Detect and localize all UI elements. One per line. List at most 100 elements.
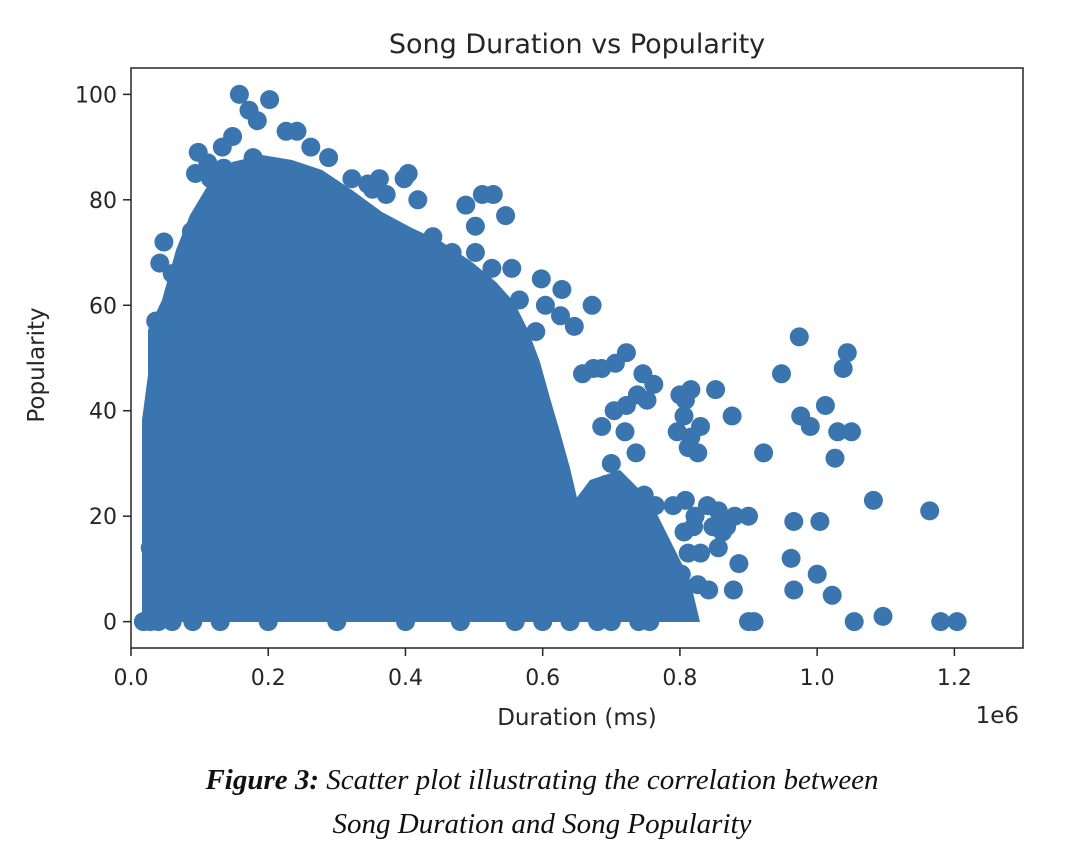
scatter-point (691, 417, 710, 436)
scatter-point (608, 517, 628, 537)
scatter-point (319, 148, 339, 168)
scatter-point (706, 380, 726, 400)
scatter-point (229, 84, 249, 104)
scatter-point (729, 554, 749, 574)
scatter-point (533, 612, 553, 632)
x-tick-label: 1.0 (800, 666, 835, 691)
scatter-point (456, 195, 476, 215)
scatter-point (214, 158, 234, 178)
scatter-point (186, 164, 205, 183)
scatter-point (931, 612, 951, 632)
scatter-point (465, 243, 485, 262)
scatter-point (637, 390, 657, 410)
x-axis: 0.0 0.2 0.4 0.6 0.8 1.0 1.2 (114, 648, 972, 691)
scatter-point (754, 443, 774, 463)
scatter-point (723, 580, 743, 600)
scatter-point (243, 148, 263, 168)
y-tick-label: 100 (75, 83, 117, 108)
scatter-point (526, 322, 546, 342)
scatter-point (342, 169, 362, 189)
scatter-point (675, 490, 695, 510)
x-offset-label: 1e6 (976, 703, 1019, 729)
scatter-point (638, 548, 658, 568)
scatter-point (144, 411, 164, 431)
scatter-point (150, 390, 170, 410)
scatter-point (644, 374, 664, 394)
y-axis: 0 20 40 60 80 100 (75, 83, 131, 636)
scatter-point (148, 612, 168, 632)
scatter-point (483, 185, 503, 204)
scatter-point (502, 258, 522, 278)
scatter-point (287, 121, 307, 141)
density-tail (560, 470, 700, 622)
scatter-point (643, 517, 662, 537)
scatter-point (546, 570, 566, 589)
scatter-point (674, 522, 694, 542)
scatter-point (619, 580, 639, 600)
scatter-point (596, 475, 616, 494)
caption-line-2: Song Duration and Song Popularity (332, 808, 752, 840)
scatter-point (577, 533, 597, 552)
y-tick-label: 60 (89, 294, 117, 319)
scatter-point (376, 185, 396, 204)
scatter-point (828, 422, 848, 442)
scatter-point (622, 506, 642, 526)
scatter-point (519, 401, 539, 421)
scatter-point (844, 612, 864, 632)
scatter-point (582, 295, 602, 315)
scatter-point (640, 612, 660, 632)
caption-label: Figure 3: (205, 764, 320, 796)
scatter-point (162, 264, 182, 284)
scatter-point (789, 327, 809, 347)
scatter-point (531, 269, 551, 289)
scatter-point (691, 543, 710, 563)
scatter-point (708, 501, 728, 521)
scatter-point (496, 206, 516, 226)
caption-line-1: Figure 3: Scatter plot illustrating the … (0, 758, 1084, 802)
scatter-point (450, 612, 470, 632)
scatter-point (162, 612, 182, 632)
scatter-point (505, 380, 525, 400)
scatter-point (863, 490, 883, 510)
chart-title: Song Duration vs Popularity (389, 29, 765, 60)
scatter-point (154, 232, 174, 252)
scatter-point (815, 396, 835, 415)
scatter-point (146, 311, 166, 331)
x-tick-label: 0.0 (114, 666, 149, 691)
scatter-point (699, 580, 719, 600)
scatter-point (947, 612, 967, 632)
scatter-point (825, 448, 845, 468)
scatter-point (873, 606, 893, 626)
scatter-point (564, 316, 584, 336)
scatter-point (822, 585, 842, 605)
scatter-point (722, 406, 742, 426)
x-tick-label: 1.2 (937, 666, 972, 691)
scatter-point (465, 216, 485, 236)
scatter-point (142, 496, 162, 516)
scatter-point (626, 443, 646, 463)
scatter-point (604, 401, 624, 421)
scatter-point (247, 111, 267, 131)
scatter-point (144, 559, 164, 579)
scatter-point (810, 512, 830, 531)
scatter-point (781, 548, 801, 568)
scatter-point (573, 364, 592, 384)
y-tick-label: 80 (89, 189, 117, 214)
scatter-point (772, 364, 791, 384)
scatter-point (327, 612, 347, 632)
x-tick-label: 0.8 (662, 666, 697, 691)
scatter-point (647, 596, 667, 616)
scatter-point (800, 417, 820, 436)
density-core (148, 155, 594, 622)
scatter-point (505, 612, 525, 632)
plot-frame (130, 67, 1024, 649)
scatter-point (533, 432, 553, 452)
scatter-point (482, 258, 502, 278)
x-tick-label: 0.4 (388, 666, 423, 691)
scatter-point (146, 585, 166, 605)
scatter-points (133, 84, 967, 632)
scatter-point (807, 564, 827, 584)
scatter-point (148, 374, 168, 394)
scatter-point (150, 253, 170, 273)
